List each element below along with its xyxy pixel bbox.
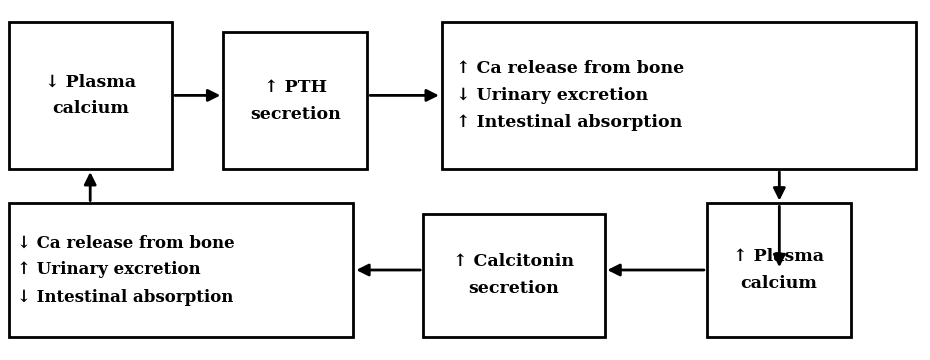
Text: ↑ PTH: ↑ PTH <box>264 79 326 96</box>
Text: calcium: calcium <box>52 100 129 117</box>
Text: ↓ Intestinal absorption: ↓ Intestinal absorption <box>17 288 233 306</box>
Text: ↓ Plasma: ↓ Plasma <box>46 73 136 90</box>
Text: ↓ Urinary excretion: ↓ Urinary excretion <box>456 87 648 104</box>
Bar <box>442 22 916 169</box>
Text: ↑ Calcitonin: ↑ Calcitonin <box>453 253 575 270</box>
Text: ↑ Ca release from bone: ↑ Ca release from bone <box>456 60 684 77</box>
Text: ↓ Ca release from bone: ↓ Ca release from bone <box>17 234 234 252</box>
Text: ↑ Plasma: ↑ Plasma <box>734 248 824 265</box>
Bar <box>9 203 353 337</box>
Text: ↑ Urinary excretion: ↑ Urinary excretion <box>17 261 200 279</box>
Bar <box>423 214 604 337</box>
Text: ↑ Intestinal absorption: ↑ Intestinal absorption <box>456 114 682 131</box>
Text: secretion: secretion <box>469 280 559 297</box>
Bar <box>9 22 172 169</box>
Bar <box>707 203 851 337</box>
Text: calcium: calcium <box>740 275 817 292</box>
Text: secretion: secretion <box>250 106 340 123</box>
Bar <box>223 32 367 169</box>
